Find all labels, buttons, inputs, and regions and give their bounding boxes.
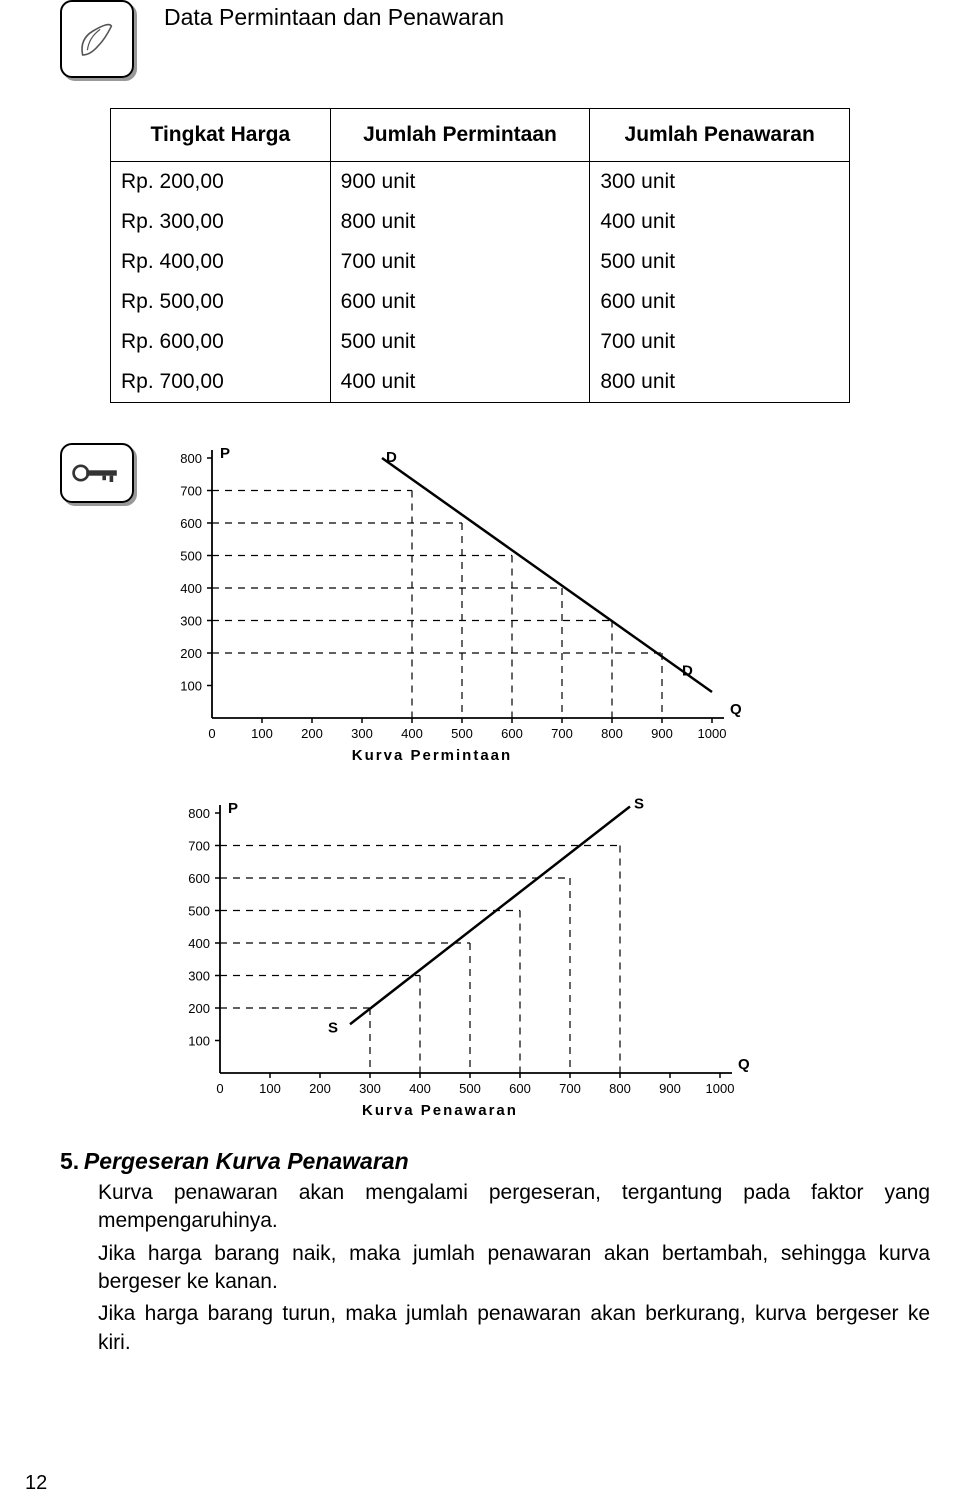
table-cell: Rp. 400,00 (111, 242, 331, 282)
table-cell: Rp. 300,00 (111, 202, 331, 242)
col-price-header: Tingkat Harga (111, 109, 331, 162)
supply-chart: 100 200 300 400 500 600 700 800 0 100 200 300 400 500… (160, 793, 930, 1128)
svg-text:1000: 1000 (706, 1081, 735, 1096)
svg-text:600: 600 (188, 871, 210, 886)
svg-text:700: 700 (559, 1081, 581, 1096)
svg-text:0: 0 (216, 1081, 223, 1096)
svg-text:900: 900 (651, 726, 673, 741)
svg-text:S: S (634, 796, 644, 813)
table-row: Rp. 700,00400 unit800 unit (111, 362, 850, 403)
table-row: Rp. 300,00800 unit400 unit (111, 202, 850, 242)
table-cell: Rp. 600,00 (111, 322, 331, 362)
svg-text:D: D (682, 662, 693, 679)
table-cell: Rp. 700,00 (111, 362, 331, 403)
svg-text:700: 700 (551, 726, 573, 741)
section-heading: Pergeseran Kurva Penawaran (84, 1148, 409, 1174)
svg-text:400: 400 (188, 936, 210, 951)
svg-text:200: 200 (188, 1001, 210, 1016)
svg-text:Q: Q (730, 701, 742, 718)
svg-text:500: 500 (459, 1081, 481, 1096)
svg-text:700: 700 (188, 839, 210, 854)
key-icon (60, 443, 134, 503)
col-supply-header: Jumlah Penawaran (590, 109, 850, 162)
svg-text:400: 400 (180, 581, 202, 596)
col-demand-header: Jumlah Permintaan (330, 109, 590, 162)
svg-text:100: 100 (251, 726, 273, 741)
svg-text:200: 200 (309, 1081, 331, 1096)
svg-text:300: 300 (180, 614, 202, 629)
svg-text:800: 800 (180, 451, 202, 466)
svg-text:900: 900 (659, 1081, 681, 1096)
table-row: Rp. 400,00700 unit500 unit (111, 242, 850, 282)
page-title: Data Permintaan dan Penawaran (164, 4, 504, 31)
supply-demand-table: Tingkat Harga Jumlah Permintaan Jumlah P… (110, 108, 850, 403)
svg-text:600: 600 (509, 1081, 531, 1096)
svg-text:S: S (328, 1019, 338, 1036)
svg-text:300: 300 (359, 1081, 381, 1096)
svg-text:300: 300 (351, 726, 373, 741)
page-number: 12 (25, 1472, 47, 1495)
svg-text:100: 100 (180, 679, 202, 694)
svg-text:800: 800 (188, 806, 210, 821)
document-icon (60, 0, 134, 78)
table-cell: 900 unit (330, 162, 590, 203)
table-row: Rp. 600,00500 unit700 unit (111, 322, 850, 362)
svg-text:0: 0 (208, 726, 215, 741)
svg-text:600: 600 (501, 726, 523, 741)
table-cell: 700 unit (330, 242, 590, 282)
table-cell: Rp. 200,00 (111, 162, 331, 203)
table-cell: 600 unit (330, 282, 590, 322)
table-row: Rp. 500,00600 unit600 unit (111, 282, 850, 322)
svg-text:1000: 1000 (698, 726, 727, 741)
table-cell: 500 unit (590, 242, 850, 282)
svg-text:800: 800 (609, 1081, 631, 1096)
svg-text:P: P (220, 445, 230, 462)
table-row: Rp. 200,00900 unit300 unit (111, 162, 850, 203)
table-cell: 400 unit (330, 362, 590, 403)
svg-text:400: 400 (409, 1081, 431, 1096)
svg-text:Kurva Penawaran: Kurva Penawaran (362, 1102, 518, 1119)
svg-text:500: 500 (180, 549, 202, 564)
svg-text:100: 100 (188, 1034, 210, 1049)
svg-text:800: 800 (601, 726, 623, 741)
table-cell: 600 unit (590, 282, 850, 322)
svg-text:Kurva Permintaan: Kurva Permintaan (352, 747, 512, 764)
table-cell: 700 unit (590, 322, 850, 362)
svg-text:200: 200 (301, 726, 323, 741)
svg-text:P: P (228, 800, 238, 817)
section-number: 5. (60, 1148, 79, 1174)
svg-text:500: 500 (451, 726, 473, 741)
table-cell: 300 unit (590, 162, 850, 203)
paragraph-3: Jika harga barang turun, maka jumlah pen… (98, 1300, 930, 1357)
table-cell: Rp. 500,00 (111, 282, 331, 322)
paragraph-1: Kurva penawaran akan mengalami pergesera… (98, 1179, 930, 1236)
svg-text:100: 100 (259, 1081, 281, 1096)
table-header-row: Tingkat Harga Jumlah Permintaan Jumlah P… (111, 109, 850, 162)
table-cell: 800 unit (330, 202, 590, 242)
svg-text:600: 600 (180, 516, 202, 531)
svg-text:700: 700 (180, 484, 202, 499)
table-cell: 400 unit (590, 202, 850, 242)
table-cell: 800 unit (590, 362, 850, 403)
svg-text:D: D (386, 449, 397, 466)
table-cell: 500 unit (330, 322, 590, 362)
svg-text:300: 300 (188, 969, 210, 984)
demand-chart: 100 200 300 400 500 600 700 800 0 100 200 300 400 500… (152, 438, 752, 773)
svg-text:Q: Q (738, 1056, 750, 1073)
svg-text:500: 500 (188, 904, 210, 919)
paragraph-2: Jika harga barang naik, maka jumlah pena… (98, 1240, 930, 1297)
svg-text:400: 400 (401, 726, 423, 741)
svg-text:200: 200 (180, 646, 202, 661)
